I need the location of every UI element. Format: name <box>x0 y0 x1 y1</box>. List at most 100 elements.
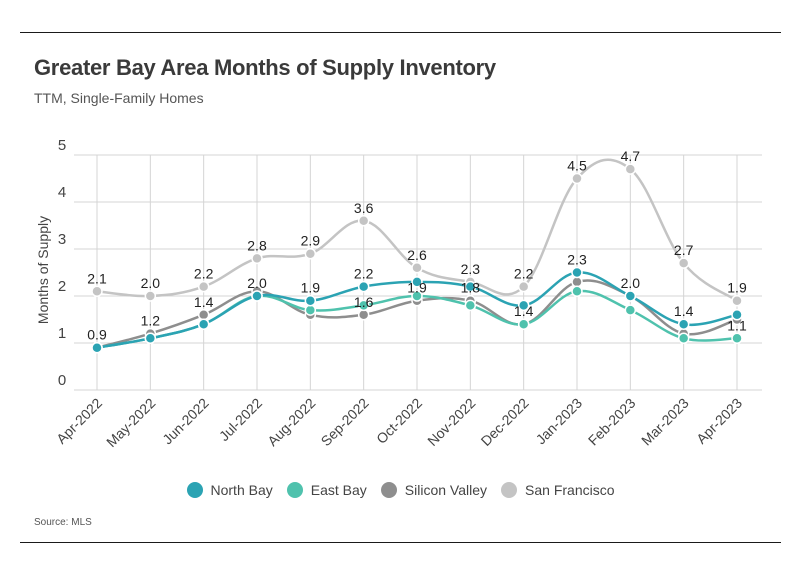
data-point-north-bay <box>197 318 210 330</box>
data-point-east-bay <box>677 332 690 345</box>
data-point-east-bay <box>624 304 637 316</box>
legend-label: North Bay <box>210 482 273 498</box>
legend-item-silicon-valley: Silicon Valley <box>380 482 488 498</box>
data-point-east-bay <box>304 304 317 316</box>
data-point-east-bay <box>464 299 477 312</box>
data-point-east-bay <box>357 299 370 312</box>
data-point-north-bay <box>517 299 530 312</box>
data-point-san-francisco <box>517 280 530 293</box>
chart-title: Greater Bay Area Months of Supply Invent… <box>34 55 496 80</box>
data-label: 2.0 <box>141 275 161 291</box>
data-point-north-bay <box>571 266 583 279</box>
data-point-silicon-valley <box>571 276 583 288</box>
data-point-san-francisco <box>251 252 263 265</box>
chart-legend: North Bay East Bay Silicon Valley San Franc… <box>0 482 801 498</box>
data-label: 1.2 <box>141 313 161 329</box>
data-point-east-bay <box>731 332 743 345</box>
data-point-north-bay <box>411 276 423 288</box>
data-label: 2.0 <box>247 275 267 291</box>
x-tick-label: Apr-2022 <box>53 395 105 447</box>
data-point-east-bay <box>517 318 530 330</box>
legend-item-san-francisco: San Francisco <box>501 482 615 498</box>
data-point-east-bay <box>571 285 583 298</box>
data-label: 4.7 <box>621 148 641 164</box>
x-tick-label: Aug-2022 <box>264 395 318 449</box>
y-tick-label: 3 <box>58 231 66 248</box>
data-point-north-bay <box>677 318 690 330</box>
data-label: 1.1 <box>727 317 747 333</box>
data-label: 2.9 <box>301 233 321 249</box>
data-label: 1.8 <box>461 280 481 296</box>
legend-label: Silicon Valley <box>404 482 488 498</box>
data-label: 2.0 <box>621 275 641 291</box>
data-label: 1.4 <box>194 294 214 310</box>
x-tick-label: Apr-2023 <box>693 395 745 447</box>
data-point-north-bay <box>624 290 637 302</box>
data-point-san-francisco <box>91 285 103 298</box>
data-labels: 2.1 2.0 2.2 2.8 2.9 3.6 2.6 2.3 2.2 4.5 4.7 2.7 1.9 0… <box>87 148 747 343</box>
data-point-north-bay <box>464 280 477 293</box>
data-point-san-francisco <box>571 172 583 185</box>
data-label: 2.2 <box>514 266 534 282</box>
data-label: 1.9 <box>407 280 427 296</box>
series-line-san-francisco <box>96 158 738 302</box>
x-tick-label: Oct-2022 <box>373 395 425 447</box>
series-points <box>91 163 743 354</box>
data-point-north-bay <box>357 280 370 293</box>
data-label: 1.9 <box>301 280 321 296</box>
x-tick-label: Jan-2023 <box>533 395 586 448</box>
data-point-north-bay <box>304 294 317 307</box>
data-label: 2.2 <box>354 266 374 282</box>
data-label: 2.1 <box>87 270 107 286</box>
data-point-silicon-valley <box>357 309 370 321</box>
grid-lines <box>74 154 762 391</box>
legend-swatch <box>380 482 397 498</box>
data-point-san-francisco <box>357 215 370 227</box>
legend-swatch <box>501 482 518 498</box>
data-point-north-bay <box>731 309 743 321</box>
data-label: 2.3 <box>461 261 481 277</box>
legend-label: East Bay <box>310 482 367 498</box>
data-point-silicon-valley <box>197 309 210 321</box>
data-label: 1.6 <box>354 294 374 310</box>
y-tick-label: 5 <box>58 137 66 154</box>
x-tick-label: Sep-2022 <box>318 395 372 449</box>
data-label: 1.4 <box>674 303 694 319</box>
data-label: 3.6 <box>354 200 374 216</box>
data-point-san-francisco <box>144 290 157 302</box>
data-point-san-francisco <box>304 247 317 260</box>
legend-item-north-bay: North Bay <box>186 482 273 498</box>
x-tick-label: Jun-2022 <box>159 395 212 448</box>
legend-item-east-bay: East Bay <box>286 482 367 498</box>
y-axis-ticks: 0 1 2 3 4 5 <box>58 137 66 389</box>
legend-swatch <box>286 482 303 498</box>
data-point-san-francisco <box>677 257 690 269</box>
data-label: 2.2 <box>194 266 214 282</box>
chart-subtitle: TTM, Single-Family Homes <box>34 90 204 106</box>
legend-swatch <box>186 482 203 498</box>
x-tick-label: Feb-2023 <box>585 395 639 449</box>
data-label: 2.3 <box>567 252 587 268</box>
source-note: Source: MLS <box>34 517 92 528</box>
data-point-north-bay <box>91 341 103 354</box>
data-label: 2.7 <box>674 242 694 258</box>
data-label: 1.4 <box>514 303 534 319</box>
legend-label: San Francisco <box>525 482 615 498</box>
data-label: 0.9 <box>87 327 107 343</box>
data-point-san-francisco <box>731 294 743 307</box>
data-point-north-bay <box>144 332 157 345</box>
data-label: 1.9 <box>727 280 747 296</box>
data-point-north-bay <box>251 290 263 302</box>
x-tick-label: Dec-2022 <box>478 395 532 449</box>
data-label: 4.5 <box>567 158 587 174</box>
data-point-san-francisco <box>197 280 210 293</box>
data-point-san-francisco <box>624 163 637 175</box>
data-label: 2.8 <box>247 237 267 253</box>
y-tick-label: 1 <box>58 325 66 342</box>
y-tick-label: 0 <box>58 372 66 389</box>
x-tick-label: Mar-2023 <box>638 395 692 449</box>
x-tick-label: May-2022 <box>103 395 158 450</box>
y-tick-label: 2 <box>58 278 66 295</box>
